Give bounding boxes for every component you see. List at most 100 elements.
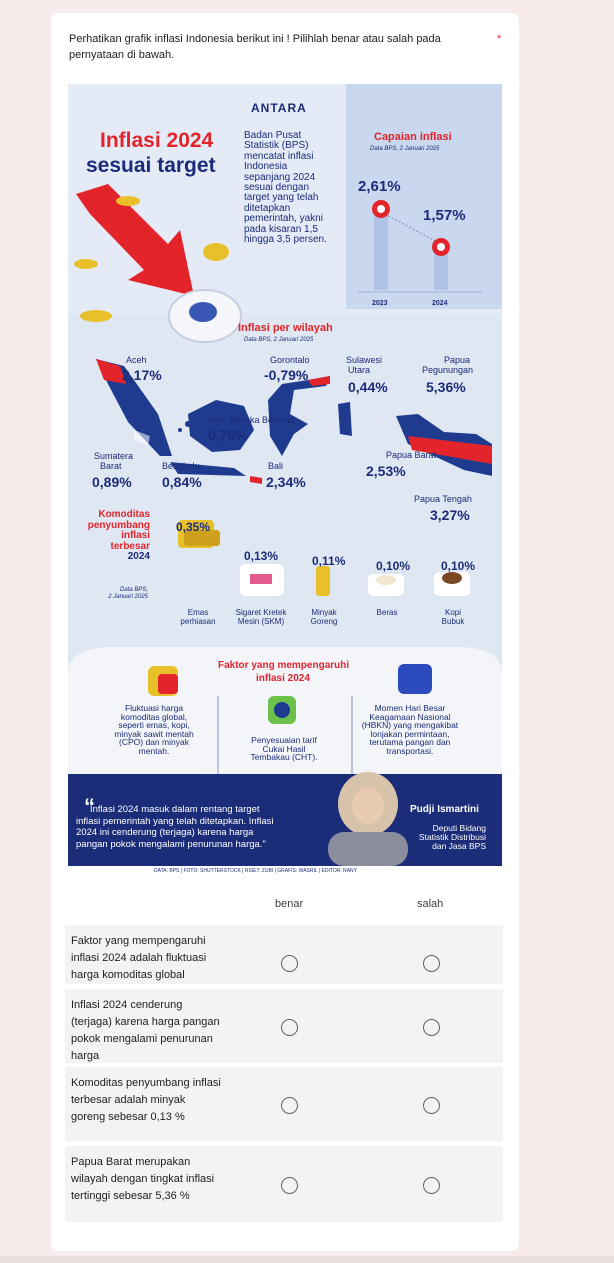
radio-benar-row3[interactable] (281, 1097, 298, 1114)
infographic-title-2: sesuai target (86, 154, 216, 177)
region-aceh-name: Aceh (126, 355, 147, 365)
radio-benar-row4[interactable] (281, 1177, 298, 1194)
komoditas-title-line: inflasi (121, 530, 150, 541)
column-header-benar: benar (275, 898, 304, 910)
capaian-value-2024: 1,57% (423, 207, 466, 224)
intro-line: sesuai dengan (244, 182, 310, 194)
faktor-line: (HBKN) yang mengakibat (361, 720, 459, 730)
komoditas-label-minyak: Minyak Goreng (296, 608, 352, 626)
faktor-line: lonjakan permintaan, (370, 728, 450, 739)
region-sumbar-name-1: Sumatera (94, 451, 134, 461)
region-papua-barat-value: 2,53% (366, 463, 406, 479)
capaian-year-2023: 2023 (372, 300, 388, 307)
credits: DATA: BPS | FOTO: SHUTTERSTOCK | RISET: … (154, 868, 358, 874)
region-papua-tengah-name: Papua Tengah (414, 494, 472, 504)
grid-row-3: Komoditas penyumbang inflasi terbesar ad… (65, 1067, 503, 1141)
region-title: Inflasi per wilayah (238, 322, 333, 334)
intro-line: pemerintah, yakni (244, 213, 323, 225)
capaian-year-2024: 2024 (432, 300, 448, 307)
komoditas-label-kopi: Kopi Bubuk (428, 608, 478, 626)
faktor-line: seperti emas, kopi, (118, 720, 190, 730)
region-sulut-name-1: Sulawesi (346, 355, 383, 365)
komoditas-label-line: Emas (187, 608, 209, 617)
region-papua-peg-name-1: Papua (444, 355, 471, 365)
komoditas-label-line: Beras (376, 608, 398, 617)
komoditas-value-kopi: 0,10% (441, 559, 476, 573)
komoditas-label-skm: Sigaret Kretek Mesin (SKM) (228, 608, 294, 626)
faktor-line: Penyesuaian tarif (251, 735, 317, 745)
intro-line: Statistik (BPS) (244, 140, 309, 152)
radio-benar-row1[interactable] (281, 955, 298, 972)
capaian-title: Capaian inflasi (374, 131, 452, 143)
faktor-title-1: Faktor yang mempengaruhi (218, 660, 350, 671)
region-source: Data BPS, 2 Januari 2025 (244, 337, 314, 343)
komoditas-source-line: 2 Januari 2025 (108, 594, 148, 600)
komoditas-label-line: Goreng (310, 617, 338, 626)
map-sulawesi (268, 376, 330, 456)
intro-line: hingga 3,5 persen. (244, 234, 327, 246)
region-sulut-value: 0,44% (348, 379, 388, 395)
quote-text: Inflasi 2024 masuk dalam rentang target … (76, 804, 336, 850)
region-bengkulu-value: 0,84% (162, 474, 202, 490)
red-down-arrow (76, 184, 194, 296)
faktor-line: Keagamaan Nasional (369, 711, 451, 722)
komoditas-label-line: Mesin (SKM) (237, 617, 285, 626)
region-babel-value: 0,75% (208, 427, 248, 443)
faktor-line: (CPO) dan minyak (119, 737, 189, 747)
faktor-line: mentah. (138, 745, 170, 756)
faktor-line: minyak sawit mentah (114, 728, 194, 739)
faktor-3: Momen Hari Besar Keagamaan Nasional (HBK… (350, 704, 470, 755)
komoditas-title-line: penyumbang (87, 519, 150, 531)
transportation-icon (398, 664, 432, 694)
komoditas-label-line: Kopi (444, 608, 461, 617)
quote-line: 2024 ini cenderung (terjaga) karena harg… (76, 827, 254, 838)
capaian-source: Data BPS, 2 Januari 2025 (370, 146, 440, 152)
faktor-title-2: inflasi 2024 (256, 673, 310, 684)
komoditas-source: Data BPS, 2 Januari 2025 (78, 587, 148, 601)
komoditas-value-beras: 0,10% (376, 559, 411, 573)
region-papua-tengah-value: 3,27% (430, 507, 470, 523)
faktor-line: komoditas global, (120, 711, 188, 722)
region-bali-name: Bali (268, 461, 284, 471)
faktor-line: terutama pangan dan (369, 737, 451, 747)
speaker-role-line: dan Jasa BPS (432, 841, 486, 851)
radio-salah-row1[interactable] (423, 955, 440, 972)
komoditas-value-minyak: 0,11% (312, 554, 346, 568)
radio-salah-row2[interactable] (423, 1019, 440, 1036)
komoditas-title: Komoditas penyumbang inflasi terbesar 20… (84, 509, 150, 563)
quote-line: pangan pokok mengalami penurunan harga." (76, 838, 266, 850)
grid-row-1: Faktor yang mempengaruhi inflasi 2024 ad… (65, 925, 503, 984)
intro-line: sepanjang 2024 (244, 171, 316, 183)
intro-line: pada kisaran 1,5 (244, 223, 318, 235)
grid-row-label: Komoditas penyumbang inflasi terbesar ad… (71, 1077, 221, 1123)
region-gorontalo-name: Gorontalo (270, 355, 310, 365)
map-kalimantan (188, 400, 254, 452)
region-sumbar-name-2: Barat (100, 461, 122, 471)
faktor-1: Fluktuasi harga komoditas global, sepert… (106, 704, 202, 755)
inflation-infographic: ANTARA Inflasi 2024 sesuai target Badan … (68, 84, 502, 878)
radio-salah-row3[interactable] (423, 1097, 440, 1114)
intro-line: mencatat inflasi (244, 150, 314, 162)
quote-line: inflasi pemerintah yang telah ditetapkan… (76, 815, 274, 827)
grid-row-2: Inflasi 2024 cenderung (terjaga) karena … (65, 989, 503, 1063)
intro-line: target yang telah (244, 192, 319, 204)
faktor-line: transportasi. (386, 745, 434, 756)
komoditas-source-line: Data BPS, (119, 587, 148, 593)
page-bottom-bar (0, 1256, 614, 1263)
region-bali-value: 2,34% (266, 474, 306, 490)
intro-line: Badan Pusat (244, 130, 302, 141)
infographic-title-1: Inflasi 2024 (100, 129, 214, 152)
faktor-line: Tembakau (CHT). (250, 752, 318, 762)
speaker-role: Deputi Bidang Statistik Distribusi dan J… (386, 824, 486, 851)
required-mark: * (497, 33, 502, 45)
komoditas-title-line: 2024 (127, 551, 150, 562)
radio-salah-row4[interactable] (423, 1177, 440, 1194)
grid-row-label: Faktor yang mempengaruhi inflasi 2024 ad… (71, 935, 207, 981)
map-sumatra (96, 359, 172, 456)
region-babel-name: Kep. Bangka Belitung (208, 415, 295, 425)
antara-logo: ANTARA (251, 101, 307, 115)
grid-row-label: Inflasi 2024 cenderung (terjaga) karena … (71, 999, 220, 1062)
region-papua-peg-value: 5,36% (426, 379, 466, 395)
intro-line: ditetapkan (244, 202, 291, 214)
radio-benar-row2[interactable] (281, 1019, 298, 1036)
